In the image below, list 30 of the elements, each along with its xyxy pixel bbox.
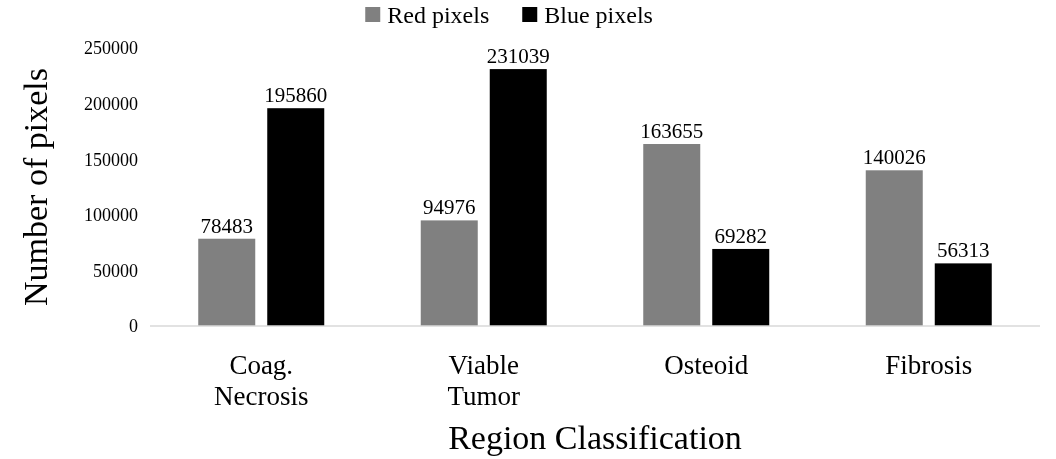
y-tick-label: 50000	[93, 260, 138, 281]
data-label: 195860	[264, 83, 328, 108]
x-axis-title: Region Classification	[448, 419, 742, 456]
data-label: 94976	[423, 195, 476, 220]
legend-label: Blue pixels	[544, 2, 653, 29]
bar	[489, 69, 547, 326]
x-tick-label: Coag. Necrosis	[214, 350, 309, 411]
y-tick-label: 150000	[84, 149, 138, 170]
y-tick-label: 0	[129, 316, 138, 337]
bar	[267, 108, 325, 326]
data-label: 140026	[862, 145, 926, 170]
data-label: 163655	[640, 119, 704, 144]
y-tick-label: 100000	[84, 205, 138, 226]
y-axis-title: Number of pixels	[17, 68, 54, 306]
x-tick-label: Viable Tumor	[447, 350, 521, 411]
bar	[865, 170, 923, 326]
y-tick-label: 250000	[84, 38, 138, 59]
x-tick-label: Osteoid	[664, 350, 749, 380]
bar	[198, 238, 256, 326]
bar	[712, 248, 770, 326]
legend-label: Red pixels	[387, 2, 490, 29]
data-label: 69282	[714, 223, 767, 248]
data-label: 231039	[486, 44, 550, 69]
bar	[934, 263, 992, 326]
data-label: 78483	[200, 213, 253, 238]
data-label: 56313	[937, 238, 990, 263]
y-tick-label: 200000	[84, 93, 138, 114]
bar	[420, 220, 478, 326]
x-tick-label: Fibrosis	[885, 350, 973, 380]
bar	[643, 144, 701, 326]
